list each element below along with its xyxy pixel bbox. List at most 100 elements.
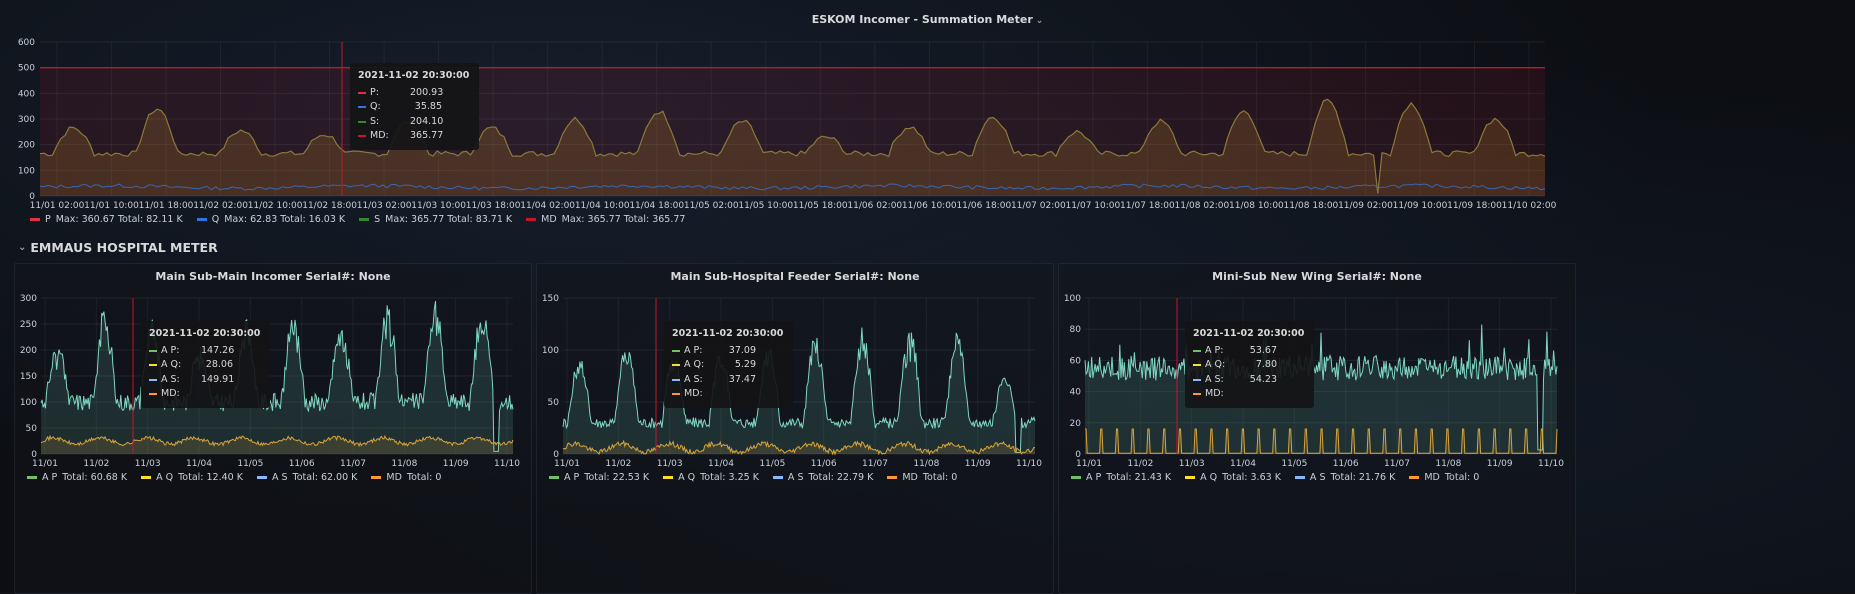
tooltip-row: A Q: 28.06	[149, 358, 260, 373]
x-tick-label: 11/01	[32, 459, 58, 469]
row-header-emmaus[interactable]: ⌄ EMMAUS HOSPITAL METER	[18, 240, 218, 255]
panel-title[interactable]: ESKOM Incomer - Summation Meter ⌄	[0, 13, 1855, 26]
legend-series-name: MD	[541, 214, 557, 225]
x-tick-label: 11/05 18:00	[793, 201, 848, 211]
legend-stats: Max: 360.67 Total: 82.11 K	[55, 214, 183, 225]
eskom-chart[interactable]: 600 500 400 300 200 100 011/01 02:00 11/01 10:0…	[0, 0, 1855, 212]
series-swatch-icon	[358, 91, 366, 94]
legend-item[interactable]: P Max: 360.67 Total: 82.11 K	[30, 214, 183, 225]
legend-stats: Total: 12.40 K	[178, 472, 243, 483]
legend-item[interactable]: A P Total: 21.43 K	[1071, 472, 1171, 483]
x-tick-label: 11/04	[186, 459, 212, 469]
legend-item[interactable]: S Max: 365.77 Total: 83.71 K	[359, 214, 512, 225]
tooltip-time: 2021-11-02 20:30:00	[1193, 328, 1305, 339]
series-swatch-icon	[549, 476, 559, 479]
panel-title[interactable]: Mini-Sub New Wing Serial#: None	[1212, 270, 1422, 283]
series-s-area	[40, 99, 1545, 196]
y-tick-label: 100	[1064, 294, 1081, 304]
legend-item[interactable]: A P Total: 60.68 K	[27, 472, 127, 483]
x-tick-label: 11/07	[1384, 459, 1410, 469]
panel-chart[interactable]: 150 100 50 011/01 11/02 11/03 11/04 11/05 11/06 1…	[537, 286, 1053, 496]
series-swatch-icon	[149, 349, 157, 352]
tooltip-label: A Q:	[161, 359, 182, 370]
series-swatch-icon	[141, 476, 152, 479]
y-tick-label: 50	[26, 424, 38, 434]
legend-series-name: A S	[787, 472, 804, 483]
tooltip-row: A Q: 7.80	[1193, 358, 1304, 373]
legend-item[interactable]: A S Total: 62.00 K	[256, 472, 358, 483]
tooltip-label: MD:	[161, 388, 180, 399]
panel-chart[interactable]: 100 80 60 40 20 011/01 11/02 11/03 11/04 11/05 11/…	[1059, 286, 1575, 496]
x-tick-label: 11/02 10:00	[248, 201, 303, 211]
panel-hospital-feeder: Main Sub-Hospital Feeder Serial#: None 15…	[536, 263, 1054, 594]
series-swatch-icon	[149, 393, 157, 396]
x-tick-label: 11/09 10:00	[1393, 201, 1448, 211]
tooltip-label: MD:	[370, 130, 389, 141]
tooltip-label: MD:	[1205, 388, 1224, 399]
x-tick-label: 11/05	[759, 459, 785, 469]
x-tick-label: 11/06 02:00	[847, 201, 902, 211]
y-tick-label: 0	[29, 192, 35, 202]
x-tick-label: 11/06 18:00	[956, 201, 1011, 211]
legend-item[interactable]: A S Total: 21.76 K	[1294, 472, 1395, 483]
y-tick-label: 100	[542, 346, 559, 356]
tooltip-label: A S:	[1205, 373, 1224, 385]
legend-item[interactable]: MD Total: 0	[887, 472, 957, 483]
tooltip-time: 2021-11-02 20:30:00	[672, 328, 784, 339]
series-aq-area	[41, 436, 513, 454]
legend-item[interactable]: Q Max: 62.83 Total: 16.03 K	[196, 214, 345, 225]
series-swatch-icon	[526, 218, 537, 221]
legend-stats: Total: 22.53 K	[584, 472, 650, 483]
legend-item[interactable]: A Q Total: 12.40 K	[141, 472, 243, 483]
tooltip-value: 37.47	[728, 373, 756, 385]
tooltip-value: 365.77	[410, 130, 444, 141]
x-tick-label: 11/02	[1127, 459, 1153, 469]
chevron-down-icon[interactable]: ⌄	[18, 242, 27, 253]
x-tick-label: 11/01 18:00	[139, 201, 194, 211]
y-tick-label: 250	[20, 320, 37, 330]
legend-item[interactable]: A Q Total: 3.25 K	[663, 472, 759, 483]
x-tick-label: 11/05	[237, 459, 263, 469]
x-tick-label: 11/03	[1179, 459, 1205, 469]
panel-title[interactable]: Main Sub-Main Incomer Serial#: None	[155, 270, 391, 283]
legend-item[interactable]: A S Total: 22.79 K	[772, 472, 873, 483]
legend-item[interactable]: A Q Total: 3.63 K	[1185, 472, 1281, 483]
x-tick-label: 11/02	[605, 459, 631, 469]
chevron-down-icon[interactable]: ⌄	[1035, 16, 1044, 26]
tooltip-time: 2021-11-02 20:30:00	[358, 70, 470, 81]
legend-item[interactable]: MD Max: 365.77 Total: 365.77	[526, 214, 685, 225]
x-tick-label: 11/05 10:00	[738, 201, 793, 211]
x-tick-label: 11/02	[83, 459, 109, 469]
tooltip-row: A P: 53.67	[1193, 344, 1304, 359]
series-as-line	[1084, 324, 1558, 451]
series-swatch-icon	[1071, 476, 1081, 479]
eskom-summation-panel: ESKOM Incomer - Summation Meter ⌄ 600 500 4…	[0, 0, 1855, 238]
legend-stats: Total: 0	[406, 472, 442, 483]
panel-title[interactable]: Main Sub-Hospital Feeder Serial#: None	[670, 270, 920, 283]
legend-item[interactable]: MD Total: 0	[371, 472, 441, 483]
x-tick-label: 11/01	[554, 459, 580, 469]
tooltip-row: S: 204.10	[358, 115, 469, 130]
x-tick-label: 11/07 10:00	[1065, 201, 1120, 211]
series-as-area	[41, 301, 513, 454]
x-tick-label: 11/07	[862, 459, 888, 469]
series-aq-line	[40, 434, 514, 448]
panel-main-incomer: Main Sub-Main Incomer Serial#: None 300 25…	[14, 263, 532, 594]
x-tick-label: 11/05 02:00	[684, 201, 739, 211]
series-swatch-icon	[30, 218, 40, 221]
x-tick-label: 11/04	[1230, 459, 1256, 469]
x-tick-label: 11/09	[443, 459, 469, 469]
legend-item[interactable]: MD Total: 0	[1409, 472, 1479, 483]
legend-item[interactable]: A P Total: 22.53 K	[549, 472, 649, 483]
x-tick-label: 11/08 18:00	[1284, 201, 1339, 211]
x-tick-label: 11/06	[1333, 459, 1359, 469]
series-swatch-icon	[672, 349, 680, 352]
legend-stats: Total: 62.00 K	[292, 472, 358, 483]
legend-stats: Total: 0	[922, 472, 958, 483]
tooltip-value: 7.80	[1255, 359, 1277, 370]
legend-series-name: A Q	[156, 472, 174, 483]
panel-chart[interactable]: 300 250 200 150 100 50 011/01 11/02 11/03 11/04 11…	[15, 286, 531, 496]
tooltip-label: S:	[370, 115, 380, 127]
y-tick-label: 200	[20, 346, 37, 356]
tooltip-value: 5.29	[734, 359, 756, 370]
